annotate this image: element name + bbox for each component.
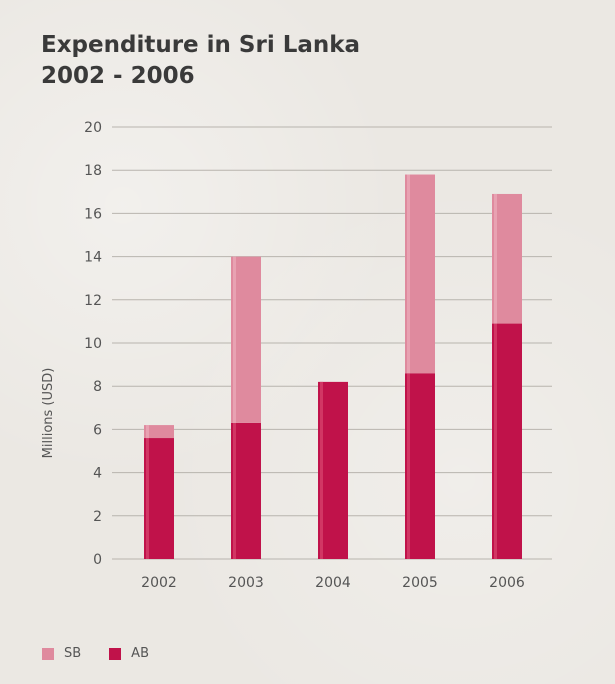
y-tick-label: 8: [93, 379, 102, 395]
y-tick-label: 18: [84, 163, 102, 179]
y-tick-label: 14: [84, 250, 102, 266]
y-tick-label: 4: [93, 466, 102, 482]
legend-label-ab: AB: [131, 646, 149, 661]
bar-sb-highlight: [407, 174, 410, 374]
legend-item-ab: AB: [109, 646, 149, 661]
x-tick-label: 2002: [141, 575, 177, 591]
bar-sb-highlight: [146, 425, 149, 439]
x-tick-label: 2005: [402, 575, 438, 591]
legend: SB AB: [42, 646, 177, 661]
chart-title-line2: 2002 - 2006: [41, 63, 195, 89]
y-tick-label: 16: [84, 206, 102, 222]
x-tick-label: 2006: [489, 575, 525, 591]
chart-title: Expenditure in Sri Lanka 2002 - 2006: [41, 30, 360, 92]
y-tick-label: 10: [84, 336, 102, 352]
y-tick-label: 6: [93, 422, 102, 438]
bar-ab-highlight: [407, 373, 410, 559]
x-tick-label: 2004: [315, 575, 351, 591]
legend-label-sb: SB: [64, 646, 82, 661]
bar-sb: [144, 425, 174, 439]
x-tick-label: 2003: [228, 575, 264, 591]
bar-ab-highlight: [233, 422, 236, 559]
bar-ab-highlight: [146, 438, 149, 559]
bar-sb-highlight: [233, 256, 236, 423]
bar-sb-highlight: [494, 193, 497, 324]
y-tick-label: 2: [93, 509, 102, 525]
y-tick-label: 0: [93, 552, 102, 568]
bar-ab-highlight: [494, 323, 497, 559]
y-tick-label: 20: [84, 120, 102, 136]
bar-ab-highlight: [320, 381, 323, 559]
legend-swatch-sb: [42, 647, 54, 660]
chart-title-line1: Expenditure in Sri Lanka: [41, 32, 361, 58]
y-axis-label: Millions (USD): [41, 368, 56, 459]
y-tick-label: 12: [84, 293, 102, 309]
legend-item-sb: SB: [42, 646, 81, 661]
legend-swatch-ab: [109, 647, 122, 660]
